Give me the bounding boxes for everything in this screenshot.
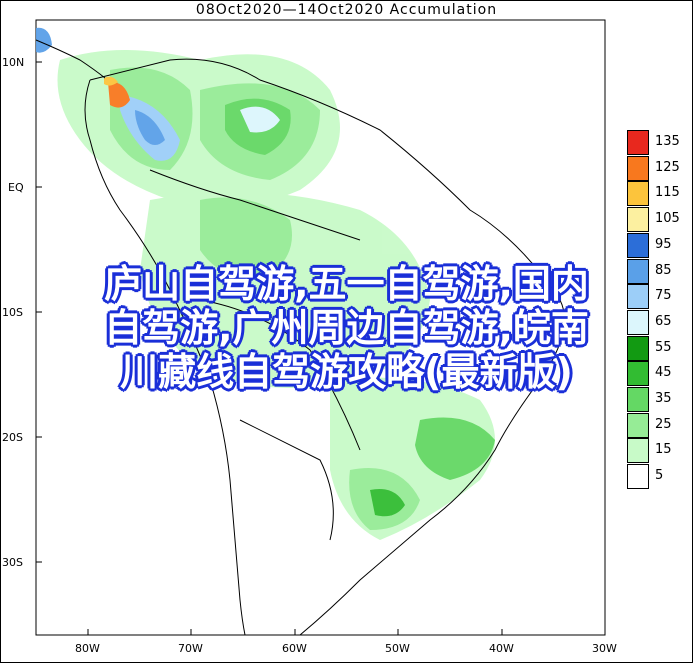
legend-label-85: 85 [655, 262, 672, 278]
legend-swatch-15 [627, 438, 649, 464]
legend-label-65: 65 [655, 313, 672, 329]
shade-dark-south [370, 489, 405, 517]
legend-label-125: 125 [655, 159, 680, 175]
lon-label-50w: 50W [385, 642, 410, 655]
shade-mid-central [200, 197, 292, 280]
legend-label-135: 135 [655, 134, 680, 149]
coastlines [35, 39, 565, 636]
lon-label-80w: 80W [75, 642, 100, 655]
lat-label-30s: 30S [2, 556, 23, 569]
legend-label-75: 75 [655, 288, 672, 304]
legend-label-55: 55 [655, 339, 672, 355]
legend-swatch-95 [627, 232, 649, 258]
legend-swatch-135 [627, 130, 649, 155]
legend-swatch-105 [627, 207, 649, 233]
legend-swatch-125 [627, 155, 649, 181]
shade-mid-east [415, 417, 495, 480]
legend-swatch-45 [627, 361, 649, 387]
legend-label-105: 105 [655, 211, 680, 227]
lat-label-eq: EQ [8, 181, 24, 194]
lon-label-30w: 30W [592, 642, 617, 655]
legend-swatch-25 [627, 412, 649, 438]
legend-swatch-115 [627, 181, 649, 207]
legend-swatch-35 [627, 387, 649, 412]
legend-swatch-75 [627, 284, 649, 310]
shade-blue-amazon [240, 106, 280, 133]
precip-shading [36, 27, 495, 540]
legend-swatch-65 [627, 309, 649, 335]
legend-label-95: 95 [655, 236, 672, 252]
legend-label-15: 15 [655, 442, 672, 458]
legend-label-35: 35 [655, 391, 672, 406]
shade-yellow-panama [104, 76, 118, 86]
lon-label-60w: 60W [282, 642, 307, 655]
legend-swatch-55 [627, 335, 649, 361]
shade-blue-westcoast [36, 27, 52, 53]
shade-blue-colombia-core [135, 110, 165, 145]
lat-label-20s: 20S [2, 431, 23, 444]
central-america [35, 39, 106, 79]
legend-label-25: 25 [655, 416, 672, 432]
map-title: 08Oct2020—14Oct2020 Accumulation [195, 2, 498, 18]
border-3 [239, 419, 334, 541]
border-1 [149, 169, 361, 241]
lat-label-10s: 10S [2, 306, 23, 319]
lon-axis: 80W 70W 60W 50W 40W 30W [75, 629, 617, 655]
lon-label-40w: 40W [489, 642, 514, 655]
legend-swatch-85 [627, 258, 649, 284]
legend-label-115: 115 [655, 185, 680, 201]
legend-swatch-5 [627, 464, 649, 490]
lon-label-70w: 70W [178, 642, 203, 655]
shade-orange-panama [108, 81, 130, 108]
south-america-coast [84, 58, 565, 636]
lat-label-10n: 10N [2, 56, 24, 69]
legend-label-45: 45 [655, 365, 672, 381]
border-2 [199, 299, 361, 451]
legend-label-5: 5 [655, 468, 664, 484]
lat-axis: 10N EQ 10S 20S 30S [2, 56, 42, 569]
